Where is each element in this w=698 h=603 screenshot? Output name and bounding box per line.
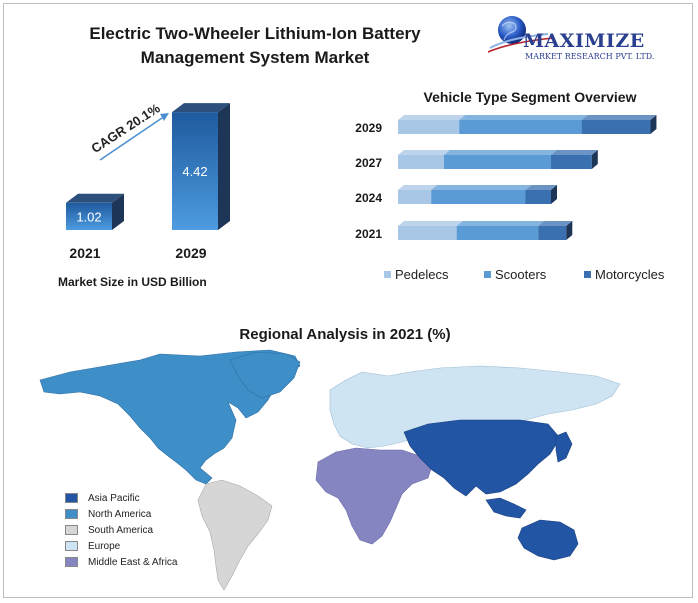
map-legend: Asia Pacific North America South America… xyxy=(65,490,177,570)
segment-chart-title: Vehicle Type Segment Overview xyxy=(423,89,637,105)
legend-item-north-america: North America xyxy=(65,506,177,522)
region-greenland xyxy=(229,351,301,399)
logo-name: MAXIMIZE xyxy=(523,30,645,52)
infographic-title: Electric Two-Wheeler Lithium-Ion Battery… xyxy=(70,22,440,70)
globe-icon xyxy=(488,16,555,53)
region-europe-russia xyxy=(329,365,621,449)
regional-title: Regional Analysis in 2021 (%) xyxy=(239,326,451,343)
title-line-1: Electric Two-Wheeler Lithium-Ion Battery xyxy=(89,24,421,43)
maximize-logo xyxy=(488,16,555,53)
title-line-2: Management System Market xyxy=(140,48,370,67)
legend-item-asia-pacific: Asia Pacific xyxy=(65,490,177,506)
region-south-america xyxy=(197,479,273,591)
legend-item-middle-east-africa: Middle East & Africa xyxy=(65,554,177,570)
region-north-america xyxy=(39,349,301,485)
region-asia-pacific xyxy=(403,419,561,497)
legend-item-south-america: South America xyxy=(65,522,177,538)
region-japan xyxy=(555,431,573,463)
region-southeast-asia xyxy=(485,497,527,519)
logo-subtitle: MARKET RESEARCH PVT. LTD. xyxy=(525,52,655,61)
region-australia xyxy=(517,519,579,561)
legend-item-europe: Europe xyxy=(65,538,177,554)
market-size-caption: Market Size in USD Billion xyxy=(58,275,207,289)
region-middle-east-africa xyxy=(315,447,433,545)
